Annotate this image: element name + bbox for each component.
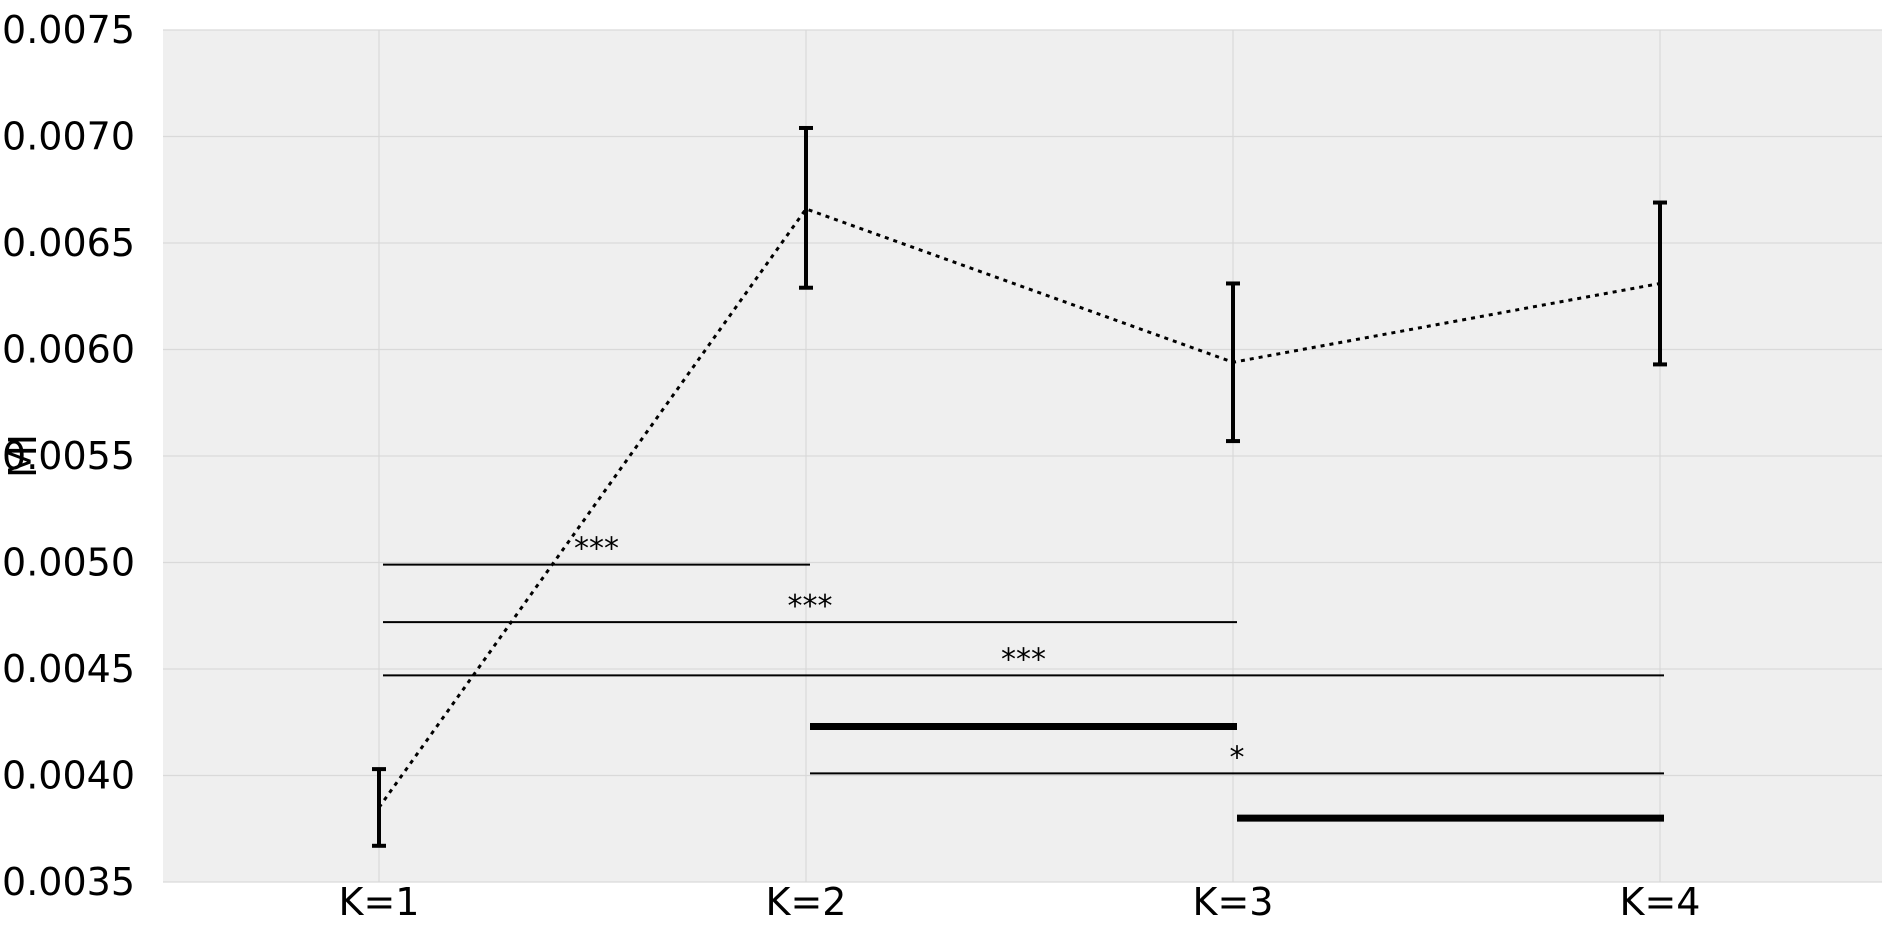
y-tick-label: 0.0045	[2, 647, 135, 691]
x-tick-labels: K=1 K=2 K=3 K=4	[339, 880, 1701, 924]
y-tick-label: 0.0060	[2, 328, 135, 372]
y-tick-label: 0.0035	[2, 860, 135, 904]
significance-label: ***	[1001, 642, 1046, 677]
series-group	[372, 125, 1667, 848]
x-tick-label: K=2	[766, 880, 847, 924]
x-tick-label: K=3	[1193, 880, 1274, 924]
x-tick-label: K=4	[1620, 880, 1701, 924]
significance-bars: **********	[383, 532, 1664, 822]
y-tick-label: 0.0075	[2, 8, 135, 52]
significance-label: *	[1230, 740, 1245, 775]
y-tick-label: 0.0050	[2, 541, 135, 585]
y-tick-label: 0.0040	[2, 754, 135, 798]
y-axis-label: MI	[1, 434, 45, 478]
x-tick-label: K=1	[339, 880, 420, 924]
significance-label: ***	[574, 532, 619, 567]
y-tick-label: 0.0055	[2, 434, 135, 478]
y-tick-label: 0.0065	[2, 221, 135, 265]
significance-label: ***	[788, 589, 833, 624]
series-line	[377, 207, 1661, 809]
y-tick-labels: 0.0035 0.0040 0.0045 0.0050 0.0055 0.0060 0.00…	[2, 8, 135, 904]
y-tick-label: 0.0070	[2, 115, 135, 159]
grid	[163, 29, 1882, 883]
